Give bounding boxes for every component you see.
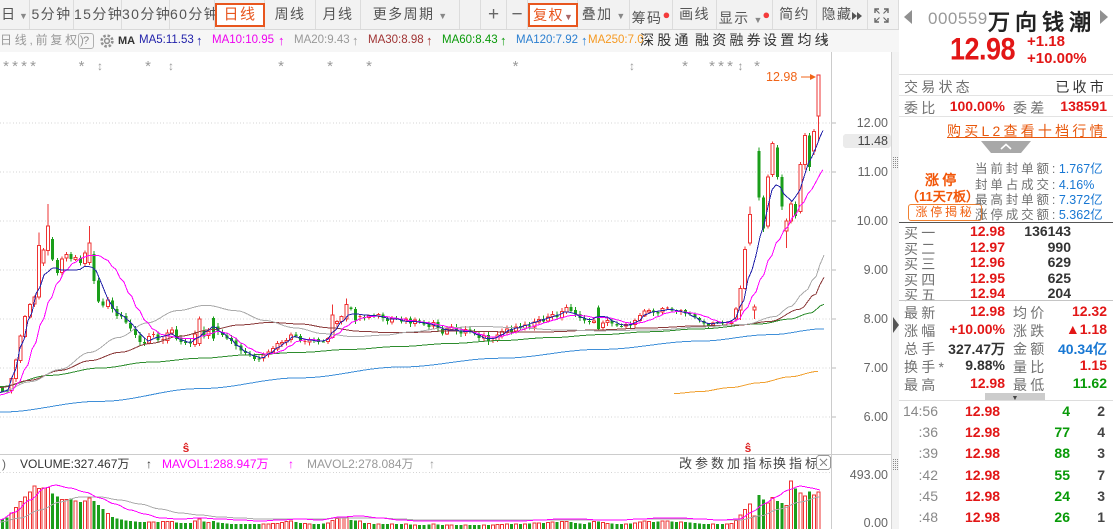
svg-text:*: * bbox=[3, 58, 9, 75]
svg-text:*: * bbox=[366, 58, 372, 75]
svg-text:VOLUME:327.467万: VOLUME:327.467万 bbox=[20, 457, 131, 471]
svg-text:*: * bbox=[513, 58, 519, 75]
svg-text:*: * bbox=[682, 58, 688, 75]
svg-text:8.00: 8.00 bbox=[864, 312, 888, 326]
svg-text:ŝ: ŝ bbox=[745, 441, 752, 455]
svg-text:加指标: 加指标 bbox=[727, 456, 775, 471]
svg-text:*: * bbox=[727, 58, 733, 75]
svg-text:9.00: 9.00 bbox=[864, 263, 888, 277]
svg-text:6.00: 6.00 bbox=[864, 410, 888, 424]
svg-text:ŝ: ŝ bbox=[183, 441, 190, 455]
svg-text:MAVOL2:278.084万: MAVOL2:278.084万 bbox=[307, 457, 414, 471]
svg-text:↕: ↕ bbox=[97, 59, 103, 73]
svg-text:12.98: 12.98 bbox=[766, 70, 797, 84]
svg-text:*: * bbox=[30, 58, 36, 75]
svg-text:↑: ↑ bbox=[429, 457, 435, 471]
svg-text:↕: ↕ bbox=[629, 59, 635, 73]
svg-text:11.00: 11.00 bbox=[858, 165, 888, 179]
svg-text:↕: ↕ bbox=[168, 59, 174, 73]
svg-text:0.00: 0.00 bbox=[864, 516, 888, 529]
svg-text:*: * bbox=[754, 58, 760, 75]
svg-text:↑: ↑ bbox=[146, 457, 152, 471]
svg-text:*: * bbox=[327, 58, 333, 75]
svg-text:11.48: 11.48 bbox=[858, 134, 888, 148]
svg-text:*: * bbox=[79, 58, 85, 75]
svg-text:↕: ↕ bbox=[738, 59, 744, 73]
svg-text:*: * bbox=[718, 58, 724, 75]
svg-text:10.00: 10.00 bbox=[857, 214, 888, 228]
svg-text:*: * bbox=[709, 58, 715, 75]
svg-text:改参数: 改参数 bbox=[679, 456, 727, 471]
svg-text:*: * bbox=[12, 58, 18, 75]
svg-text:MAVOL1:288.947万: MAVOL1:288.947万 bbox=[162, 457, 269, 471]
svg-text:↑: ↑ bbox=[288, 457, 294, 471]
svg-text:12.00: 12.00 bbox=[857, 116, 888, 130]
svg-text:): ) bbox=[2, 457, 6, 471]
svg-text:*: * bbox=[278, 58, 284, 75]
svg-text:*: * bbox=[21, 58, 27, 75]
svg-text:换指标: 换指标 bbox=[773, 456, 821, 471]
svg-text:7.00: 7.00 bbox=[864, 361, 888, 375]
svg-text:*: * bbox=[145, 58, 151, 75]
svg-text:493.00: 493.00 bbox=[850, 468, 888, 482]
